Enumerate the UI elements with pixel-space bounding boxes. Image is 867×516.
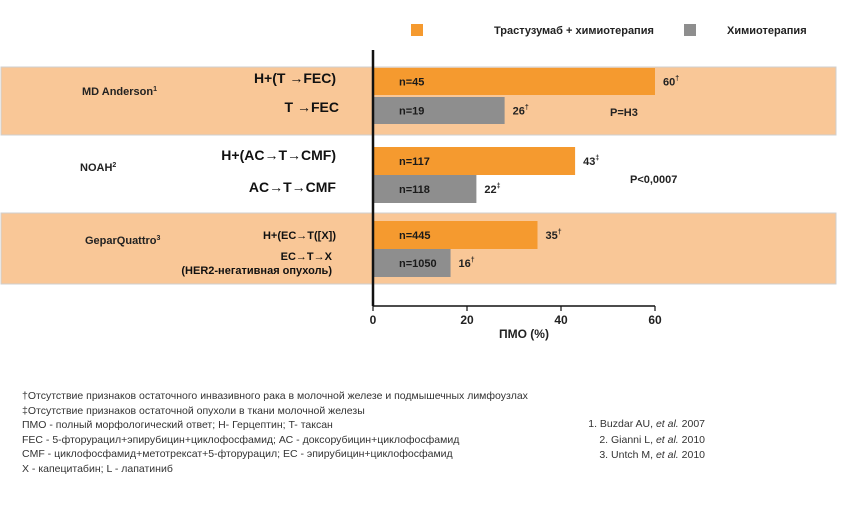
bar-chemo xyxy=(373,249,451,277)
x-tick-label: 60 xyxy=(648,313,662,327)
bar-value-mark: † xyxy=(471,257,475,264)
bar-trastuzumab xyxy=(373,147,576,175)
bar-value-label: 35† xyxy=(546,229,562,242)
bar-value-mark: † xyxy=(675,76,679,83)
study-name-superscript: 2 xyxy=(112,162,116,169)
reference-3: 3. Untch M, et al. 2010 xyxy=(599,449,705,461)
footnotes: †Отсутствие признаков остаточного инвази… xyxy=(22,389,528,477)
arm-label: T →FEC xyxy=(285,99,339,115)
footnote-pmo: ПМО - полный морфологический ответ; H- Г… xyxy=(22,419,333,432)
legend-swatch-chemo xyxy=(684,24,696,36)
bar-trastuzumab xyxy=(373,68,655,95)
arm-label: H+(EC→T([X]) xyxy=(263,230,336,242)
study-name-superscript: 1 xyxy=(153,86,157,93)
bar-chemo xyxy=(373,175,477,203)
bar-value-label: 22‡ xyxy=(484,183,500,196)
x-tick-label: 20 xyxy=(460,313,474,327)
footnote-x: X - капецитабин; L - лапатиниб xyxy=(22,462,173,475)
bar-n-label: n=445 xyxy=(399,230,431,242)
arm-label: AC→T→CMF xyxy=(249,179,337,195)
footnote-dagger: †Отсутствие признаков остаточного инвази… xyxy=(22,390,528,402)
bar-trastuzumab xyxy=(373,221,538,249)
arm-label: EC→T→X xyxy=(281,251,333,263)
footnote-double-dagger: ‡Отсутствие признаков остаточной опухоли… xyxy=(22,404,365,417)
bar-value-label: 26† xyxy=(513,105,529,118)
reference-2: 2. Gianni L, et al. 2010 xyxy=(599,433,705,446)
arm-label: H+(T →FEC) xyxy=(254,70,336,86)
study-name: NOAH2 xyxy=(80,162,116,174)
bar-value-mark: † xyxy=(525,105,529,112)
bar-n-label: n=19 xyxy=(399,106,424,118)
p-value: P=H3 xyxy=(610,107,638,119)
x-tick-label: 0 xyxy=(370,313,377,327)
bar-n-label: n=45 xyxy=(399,77,424,89)
legend-label-chemo: Химиотерапия xyxy=(727,25,807,37)
arm-label: H+(AC→T→CMF) xyxy=(221,147,336,163)
study-name-superscript: 3 xyxy=(157,235,161,242)
bar-value-mark: † xyxy=(558,229,562,236)
reference-1: 1. Buzdar AU, et al. 2007 xyxy=(588,418,705,430)
x-tick-label: 40 xyxy=(554,313,568,327)
bar-n-label: n=1050 xyxy=(399,258,437,270)
references: 1. Buzdar AU, et al. 2007 2. Gianni L, e… xyxy=(588,417,705,464)
bar-value-label: 16† xyxy=(459,257,475,270)
bar-value-mark: ‡ xyxy=(595,155,599,162)
study-name: GeparQuattro3 xyxy=(85,235,161,247)
study-name: MD Anderson1 xyxy=(82,86,157,98)
bar-chemo xyxy=(373,97,505,124)
footnote-fec: FEC - 5-фторурацил+эпирубицин+циклофосфа… xyxy=(22,433,460,446)
bar-value-label: 43‡ xyxy=(583,155,599,168)
bar-value-label: 60† xyxy=(663,76,679,89)
footnote-cmf: CMF - циклофосфамид+метотрексат+5-фторур… xyxy=(22,448,453,461)
bar-n-label: n=118 xyxy=(399,184,430,196)
legend-label-trastuzumab: Трастузумаб + химиотерапия xyxy=(494,25,654,37)
bar-n-label: n=117 xyxy=(399,156,430,168)
legend-swatch-trastuzumab xyxy=(411,24,423,36)
x-axis-title: ПМО (%) xyxy=(499,327,549,341)
p-value: P<0,0007 xyxy=(630,174,677,186)
bar-value-mark: ‡ xyxy=(497,183,501,190)
arm-label-line2: (HER2-негативная опухоль) xyxy=(181,265,332,277)
